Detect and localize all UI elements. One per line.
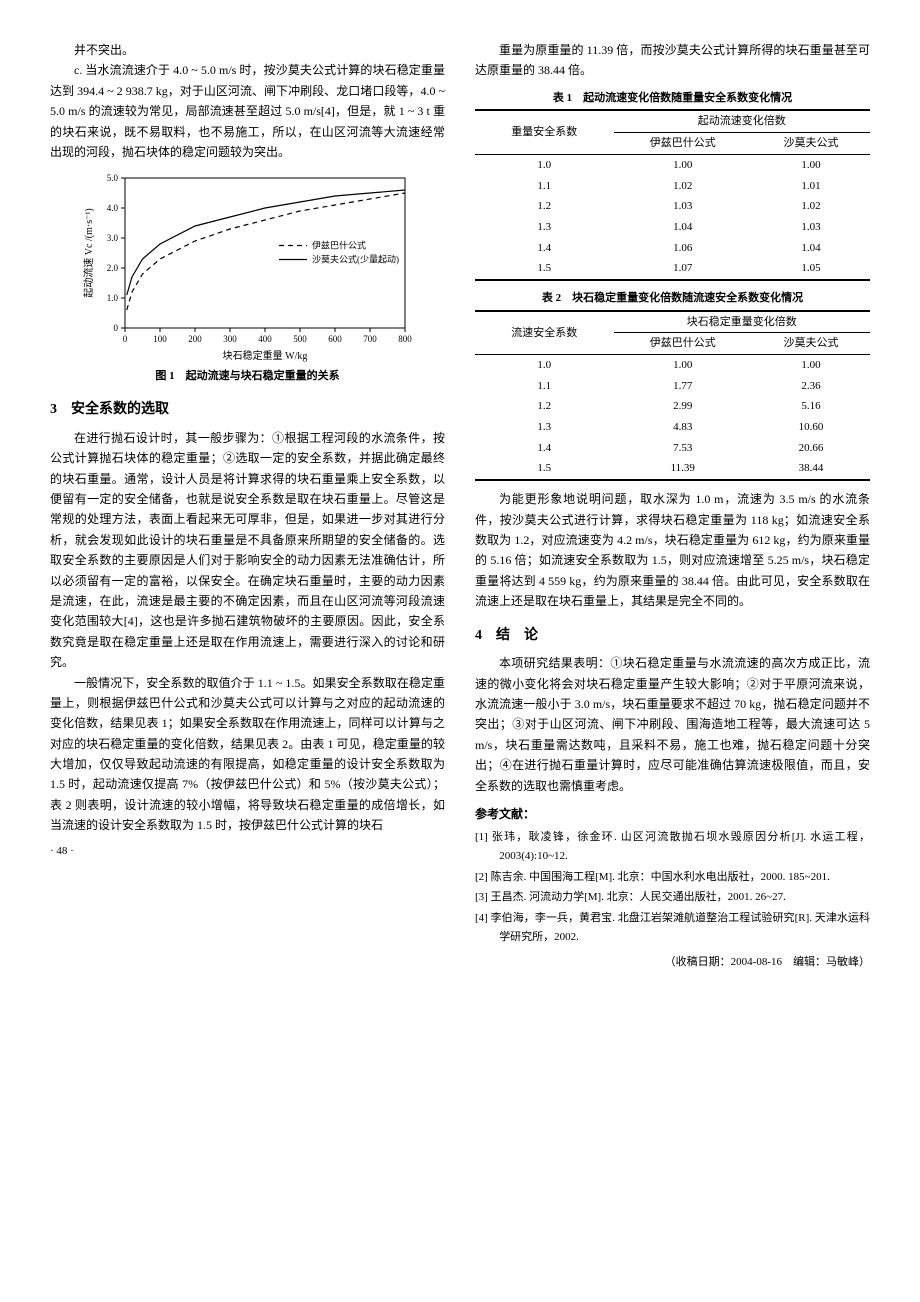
page-number: · 48 · xyxy=(50,842,445,861)
svg-text:0: 0 xyxy=(114,323,119,333)
figure-caption: 图 1 起动流速与块石稳定重量的关系 xyxy=(50,367,445,386)
reference-item: [3] 王昌杰. 河流动力学[M]. 北京：人民交通出版社，2001. 26~2… xyxy=(475,888,870,907)
table-1: 重量安全系数起动流速变化倍数伊兹巴什公式沙莫夫公式1.01.001.001.11… xyxy=(475,109,870,281)
svg-text:600: 600 xyxy=(328,334,342,344)
figure-1-svg: 0 1.0 2.0 3.0 4.0 5.0 0 100 200 300 400 500 600 700 80… xyxy=(80,170,415,363)
references-heading: 参考文献： xyxy=(475,804,870,824)
svg-text:块石稳定重量 W/kg: 块石稳定重量 W/kg xyxy=(223,349,308,362)
paragraph: 在进行抛石设计时，其一般步骤为：①根据工程河段的水流条件，按公式计算抛石块体的稳… xyxy=(50,428,445,673)
paragraph: 本项研究结果表明：①块石稳定重量与水流流速的高次方成正比，流速的微小变化将会对块… xyxy=(475,653,870,796)
paragraph: 重量为原重量的 11.39 倍，而按沙莫夫公式计算所得的块石重量甚至可达原重量的… xyxy=(475,40,870,81)
section-heading-3: 3 安全系数的选取 xyxy=(50,398,445,422)
table-1-caption: 表 1 起动流速变化倍数随重量安全系数变化情况 xyxy=(475,89,870,108)
received-date: （收稿日期：2004-08-16 编辑：马敏峰） xyxy=(475,953,870,972)
svg-text:700: 700 xyxy=(363,334,377,344)
section-heading-4: 4 结 论 xyxy=(475,624,870,648)
figure-1: 0 1.0 2.0 3.0 4.0 5.0 0 100 200 300 400 500 600 700 80… xyxy=(50,170,445,386)
svg-text:800: 800 xyxy=(398,334,412,344)
paragraph: 一般情况下，安全系数的取值介于 1.1 ~ 1.5。如果安全系数取在稳定重量上，… xyxy=(50,673,445,836)
paragraph: 为能更形象地说明问题，取水深为 1.0 m，流速为 3.5 m/s 的水流条件，… xyxy=(475,489,870,611)
svg-text:起动流速 Vc /(m·s⁻¹): 起动流速 Vc /(m·s⁻¹) xyxy=(82,209,95,298)
svg-text:0: 0 xyxy=(123,334,128,344)
svg-text:3.0: 3.0 xyxy=(107,233,119,243)
reference-item: [4] 李伯海，李一兵，黄君宝. 北盘江岩架滩航道整治工程试验研究[R]. 天津… xyxy=(475,909,870,946)
svg-text:2.0: 2.0 xyxy=(107,263,119,273)
table-2-caption: 表 2 块石稳定重量变化倍数随流速安全系数变化情况 xyxy=(475,289,870,308)
svg-text:200: 200 xyxy=(188,334,202,344)
table-2: 流速安全系数块石稳定重量变化倍数伊兹巴什公式沙莫夫公式1.01.001.001.… xyxy=(475,310,870,482)
svg-text:1.0: 1.0 xyxy=(107,293,119,303)
svg-text:沙莫夫公式(少量起动): 沙莫夫公式(少量起动) xyxy=(312,254,399,265)
svg-text:4.0: 4.0 xyxy=(107,203,119,213)
references-list: [1] 张玮，耿凌锋，徐金环. 山区河流散抛石坝水毁原因分析[J]. 水运工程，… xyxy=(475,828,870,946)
svg-text:400: 400 xyxy=(258,334,272,344)
svg-text:100: 100 xyxy=(153,334,167,344)
svg-text:300: 300 xyxy=(223,334,237,344)
paragraph: 并不突出。 xyxy=(50,40,445,60)
svg-text:500: 500 xyxy=(293,334,307,344)
reference-item: [1] 张玮，耿凌锋，徐金环. 山区河流散抛石坝水毁原因分析[J]. 水运工程，… xyxy=(475,828,870,865)
paragraph: c. 当水流流速介于 4.0 ~ 5.0 m/s 时，按沙莫夫公式计算的块石稳定… xyxy=(50,60,445,162)
svg-text:伊兹巴什公式: 伊兹巴什公式 xyxy=(312,240,366,251)
reference-item: [2] 陈吉余. 中国围海工程[M]. 北京：中国水利水电出版社，2000. 1… xyxy=(475,868,870,887)
svg-text:5.0: 5.0 xyxy=(107,173,119,183)
